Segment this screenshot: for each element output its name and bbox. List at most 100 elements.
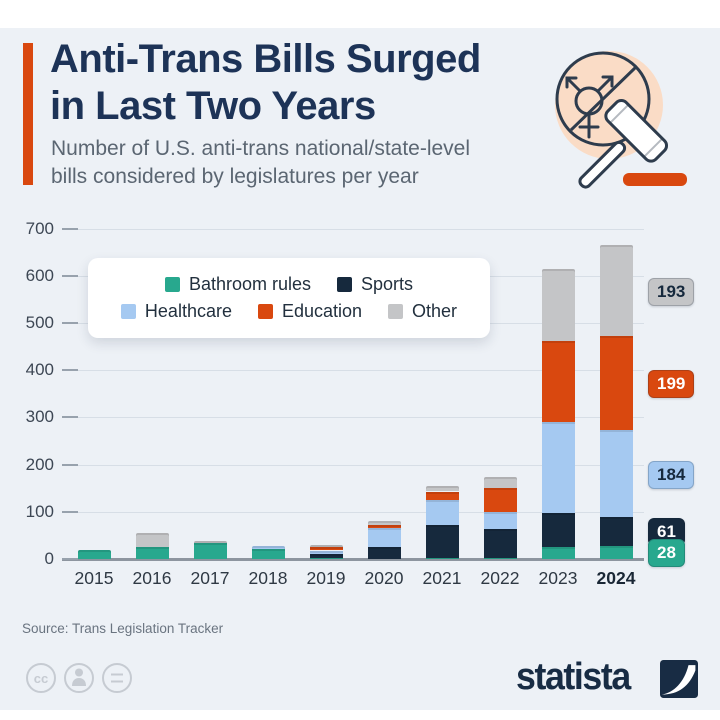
legend-label: Sports [361, 274, 414, 294]
x-axis-label-2020: 2020 [364, 568, 404, 588]
legend-swatch [337, 277, 353, 292]
value-label-199: 199 [648, 370, 695, 399]
statista-logo-icon[interactable] [660, 660, 698, 698]
bar-2017-bathroom-rules [193, 543, 227, 559]
bar-2024-other [599, 245, 633, 337]
legend-item-sports: Sports [337, 274, 413, 295]
x-axis-label-2021: 2021 [422, 568, 462, 588]
bar-2018-bathroom-rules [251, 548, 285, 559]
bar-2020-healthcare [367, 528, 401, 548]
accent-bar [23, 43, 33, 185]
bar-2019-healthcare [309, 550, 343, 554]
legend-swatch [257, 304, 273, 319]
bar-2022-bathroom-rules [483, 557, 517, 559]
svg-text:cc: cc [34, 671, 48, 686]
x-axis-label-2017: 2017 [190, 568, 230, 588]
bar-2016-bathroom-rules [135, 546, 169, 559]
bar-2023-other [541, 268, 575, 341]
legend-row: Healthcare Education Other [88, 301, 490, 322]
subtitle-line-2: bills considered by legislatures per yea… [51, 165, 419, 188]
x-axis-label-2015: 2015 [74, 568, 114, 588]
x-axis-label-2024: 2024 [596, 568, 636, 588]
bar-2023-bathroom-rules [541, 547, 575, 559]
gridline [62, 464, 644, 466]
x-axis-label-2018: 2018 [248, 568, 288, 588]
legend-item-other: Other [388, 301, 457, 322]
bar-2021-other [425, 485, 459, 492]
legend-label: Other [412, 301, 458, 321]
x-axis-label-2019: 2019 [306, 568, 346, 588]
y-axis-tick [62, 274, 78, 277]
legend-item-education: Education [257, 301, 363, 322]
bar-2021-healthcare [425, 500, 459, 525]
bar-2023-healthcare [541, 421, 575, 514]
bar-2022-education [483, 488, 517, 512]
y-axis-tick [62, 227, 78, 230]
bar-2021-bathroom-rules [425, 558, 459, 559]
gavel-icon [578, 98, 669, 189]
y-axis-label: 200 [25, 454, 54, 474]
y-axis-label: 0 [44, 549, 54, 568]
bar-2022-other [483, 476, 517, 489]
bar-2015-bathroom-rules [77, 550, 111, 559]
y-axis-tick [62, 322, 78, 324]
gridline [62, 417, 644, 419]
y-axis-label: 600 [25, 265, 54, 285]
gridline [62, 370, 644, 372]
legend-label: Education [281, 301, 363, 321]
statista-wordmark[interactable]: statista [516, 656, 631, 698]
bar-2024-sports [599, 516, 633, 546]
page-title: Anti-Trans Bills Surged in Last Two Year… [50, 36, 481, 130]
y-axis-label: 500 [25, 313, 54, 332]
x-axis-label-2016: 2016 [132, 568, 172, 588]
legend: Bathroom rules Sports Healthcare Education O… [88, 258, 490, 338]
y-axis-tick [62, 510, 78, 513]
y-axis-tick [62, 463, 78, 466]
bar-2022-healthcare [483, 511, 517, 530]
no-derivatives-icon [102, 663, 132, 693]
title-line-2: in Last Two Years [50, 84, 376, 128]
legend-label: Healthcare [144, 301, 232, 321]
attribution-person-icon [64, 663, 94, 693]
y-axis-label: 100 [25, 501, 54, 521]
subtitle-line-1: Number of U.S. anti-trans national/state… [51, 137, 471, 160]
y-axis-tick [62, 416, 78, 419]
legend-item-healthcare: Healthcare [120, 301, 232, 322]
gavel-base-icon [623, 173, 687, 186]
bar-2018-healthcare [251, 545, 285, 549]
bar-2020-education [367, 525, 401, 529]
legend-item-bathroom-rules: Bathroom rules [164, 274, 312, 295]
x-axis-line [62, 558, 644, 561]
transgender-symbol-icon [565, 75, 614, 139]
bar-2020-sports [367, 547, 401, 559]
source-note: Source: Trans Legislation Tracker [22, 621, 224, 636]
bar-2023-sports [541, 513, 575, 548]
bar-2019-sports [309, 553, 343, 558]
bar-2019-bathroom-rules [309, 557, 343, 559]
value-label-28: 28 [648, 539, 685, 568]
y-axis-tick [62, 369, 78, 372]
legend-label: Bathroom rules [188, 274, 312, 294]
gridline [62, 511, 644, 513]
creative-commons-license-icons[interactable]: cc [24, 661, 136, 695]
value-label-193: 193 [648, 277, 695, 306]
bar-2024-healthcare [599, 430, 633, 517]
bar-2019-education [309, 546, 343, 551]
y-axis-label: 300 [25, 407, 54, 427]
bar-2024-education [599, 336, 633, 431]
gridline [62, 228, 644, 230]
x-axis-label-2023: 2023 [538, 568, 578, 588]
legend-swatch [120, 304, 136, 319]
anti-trans-gavel-icon [555, 51, 687, 189]
y-axis-label: 400 [25, 360, 54, 380]
bar-2024-bathroom-rules [599, 545, 633, 559]
cc-icon [26, 663, 56, 693]
chart-subtitle: Number of U.S. anti-trans national/state… [51, 135, 470, 191]
bar-2023-education [541, 340, 575, 422]
bar-2020-other [367, 521, 401, 525]
bar-2016-other [135, 533, 169, 547]
y-axis-tick [62, 558, 78, 560]
title-line-1: Anti-Trans Bills Surged [50, 37, 481, 81]
legend-row: Bathroom rules Sports [88, 274, 490, 295]
